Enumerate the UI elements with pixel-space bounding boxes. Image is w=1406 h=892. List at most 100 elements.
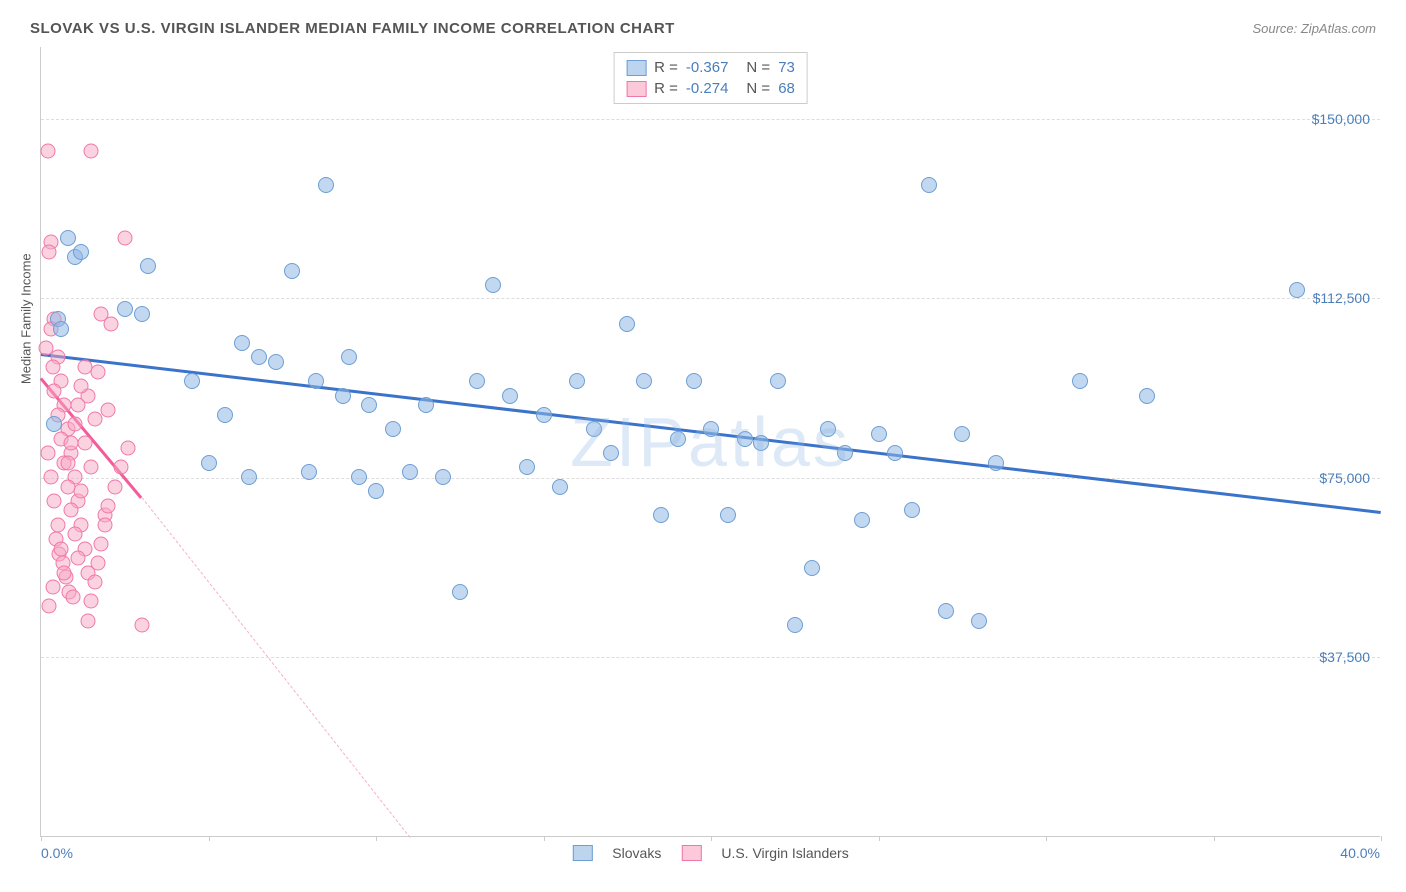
n-label: N = bbox=[746, 80, 770, 97]
scatter-point-slovaks bbox=[820, 421, 836, 437]
scatter-point-slovaks bbox=[569, 373, 585, 389]
scatter-point-usvi bbox=[44, 469, 59, 484]
scatter-point-usvi bbox=[90, 556, 105, 571]
scatter-point-slovaks bbox=[971, 613, 987, 629]
x-axis-max-label: 40.0% bbox=[1340, 845, 1380, 861]
scatter-point-slovaks bbox=[402, 464, 418, 480]
x-axis-min-label: 0.0% bbox=[41, 845, 73, 861]
scatter-point-slovaks bbox=[134, 306, 150, 322]
scatter-point-slovaks bbox=[703, 421, 719, 437]
x-tick bbox=[376, 836, 377, 841]
scatter-point-usvi bbox=[70, 398, 85, 413]
x-tick bbox=[1381, 836, 1382, 841]
scatter-point-usvi bbox=[39, 340, 54, 355]
y-tick-label: $75,000 bbox=[1319, 470, 1370, 486]
x-tick bbox=[1046, 836, 1047, 841]
scatter-point-slovaks bbox=[502, 388, 518, 404]
scatter-point-slovaks bbox=[73, 244, 89, 260]
scatter-point-usvi bbox=[60, 455, 75, 470]
scatter-point-usvi bbox=[42, 599, 57, 614]
r-value-slovaks: -0.367 bbox=[686, 59, 729, 76]
scatter-point-slovaks bbox=[469, 373, 485, 389]
scatter-point-slovaks bbox=[301, 464, 317, 480]
scatter-point-slovaks bbox=[871, 426, 887, 442]
scatter-point-slovaks bbox=[1072, 373, 1088, 389]
scatter-point-usvi bbox=[94, 536, 109, 551]
scatter-point-slovaks bbox=[418, 397, 434, 413]
scatter-point-slovaks bbox=[201, 455, 217, 471]
gridline bbox=[41, 657, 1380, 658]
scatter-point-slovaks bbox=[954, 426, 970, 442]
scatter-point-slovaks bbox=[653, 507, 669, 523]
scatter-point-slovaks bbox=[787, 617, 803, 633]
scatter-point-usvi bbox=[70, 551, 85, 566]
scatter-point-usvi bbox=[47, 383, 62, 398]
scatter-point-usvi bbox=[77, 436, 92, 451]
scatter-point-usvi bbox=[57, 565, 72, 580]
scatter-point-slovaks bbox=[435, 469, 451, 485]
scatter-point-slovaks bbox=[686, 373, 702, 389]
scatter-point-slovaks bbox=[217, 407, 233, 423]
scatter-point-slovaks bbox=[385, 421, 401, 437]
gridline bbox=[41, 298, 1380, 299]
x-tick bbox=[209, 836, 210, 841]
y-axis-label: Median Family Income bbox=[19, 253, 34, 384]
scatter-point-slovaks bbox=[770, 373, 786, 389]
scatter-point-usvi bbox=[77, 359, 92, 374]
scatter-point-usvi bbox=[101, 498, 116, 513]
scatter-point-usvi bbox=[87, 575, 102, 590]
scatter-point-usvi bbox=[64, 503, 79, 518]
scatter-point-slovaks bbox=[318, 177, 334, 193]
y-tick-label: $37,500 bbox=[1319, 649, 1370, 665]
scatter-point-usvi bbox=[67, 527, 82, 542]
scatter-point-slovaks bbox=[552, 479, 568, 495]
scatter-point-slovaks bbox=[904, 502, 920, 518]
x-tick bbox=[711, 836, 712, 841]
x-tick bbox=[1214, 836, 1215, 841]
scatter-point-slovaks bbox=[341, 349, 357, 365]
scatter-point-slovaks bbox=[737, 431, 753, 447]
swatch-pink-icon bbox=[626, 81, 646, 97]
scatter-point-slovaks bbox=[837, 445, 853, 461]
swatch-blue-icon bbox=[572, 845, 592, 861]
scatter-point-slovaks bbox=[53, 321, 69, 337]
scatter-point-slovaks bbox=[887, 445, 903, 461]
scatter-point-slovaks bbox=[921, 177, 937, 193]
scatter-point-slovaks bbox=[117, 301, 133, 317]
scatter-point-slovaks bbox=[603, 445, 619, 461]
scatter-point-usvi bbox=[84, 460, 99, 475]
gridline bbox=[41, 119, 1380, 120]
series-legend: Slovaks U.S. Virgin Islanders bbox=[572, 845, 848, 861]
scatter-point-slovaks bbox=[351, 469, 367, 485]
n-label: N = bbox=[746, 59, 770, 76]
scatter-point-slovaks bbox=[1139, 388, 1155, 404]
r-label: R = bbox=[654, 59, 678, 76]
scatter-point-slovaks bbox=[586, 421, 602, 437]
n-value-usvi: 68 bbox=[778, 80, 795, 97]
swatch-blue-icon bbox=[626, 60, 646, 76]
scatter-point-usvi bbox=[117, 230, 132, 245]
legend-label-slovaks: Slovaks bbox=[612, 845, 661, 861]
legend-row-usvi: R = -0.274 N = 68 bbox=[626, 78, 795, 99]
scatter-point-usvi bbox=[50, 517, 65, 532]
scatter-point-slovaks bbox=[368, 483, 384, 499]
scatter-point-usvi bbox=[90, 364, 105, 379]
scatter-point-slovaks bbox=[753, 435, 769, 451]
scatter-point-usvi bbox=[40, 445, 55, 460]
scatter-point-slovaks bbox=[519, 459, 535, 475]
scatter-point-usvi bbox=[47, 493, 62, 508]
scatter-point-usvi bbox=[80, 613, 95, 628]
scatter-point-slovaks bbox=[234, 335, 250, 351]
scatter-point-usvi bbox=[45, 580, 60, 595]
scatter-point-usvi bbox=[104, 316, 119, 331]
r-value-usvi: -0.274 bbox=[686, 80, 729, 97]
source-label: Source: ZipAtlas.com bbox=[1252, 21, 1376, 36]
scatter-point-slovaks bbox=[140, 258, 156, 274]
scatter-point-slovaks bbox=[361, 397, 377, 413]
scatter-point-usvi bbox=[84, 594, 99, 609]
scatter-point-slovaks bbox=[60, 230, 76, 246]
scatter-point-usvi bbox=[74, 378, 89, 393]
y-tick-label: $150,000 bbox=[1312, 111, 1370, 127]
scatter-point-usvi bbox=[97, 517, 112, 532]
scatter-point-usvi bbox=[42, 244, 57, 259]
